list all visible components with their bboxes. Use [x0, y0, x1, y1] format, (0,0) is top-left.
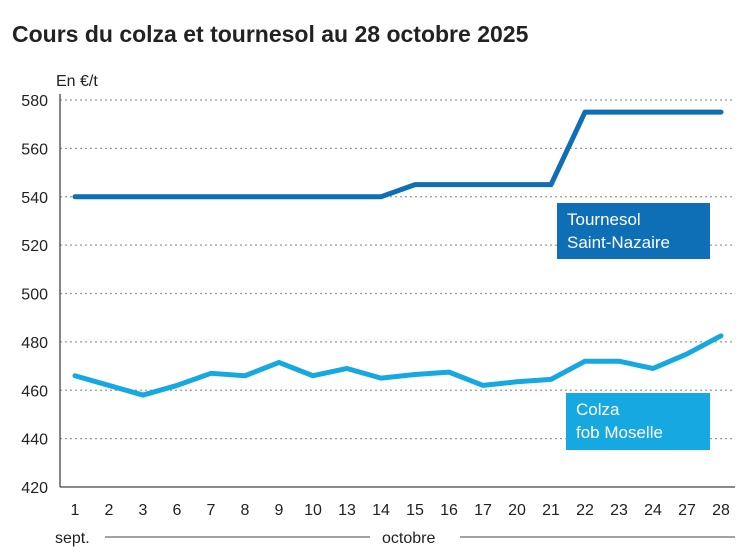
y-tick-label: 500: [21, 287, 48, 304]
x-tick-label: 23: [610, 502, 628, 519]
series-label: Tournesol: [567, 210, 641, 229]
series-line-colza: [72, 333, 724, 398]
x-tick-label: 2: [105, 502, 114, 519]
x-tick-label: 6: [173, 502, 182, 519]
y-tick-label: 440: [21, 432, 48, 449]
x-tick-label: 10: [304, 502, 322, 519]
x-tick-label: 24: [644, 502, 662, 519]
y-tick-label: 580: [21, 93, 48, 110]
x-tick-label: 17: [474, 502, 492, 519]
x-tick-label: 21: [542, 502, 560, 519]
x-tick-label: 28: [712, 502, 730, 519]
y-tick-label: 540: [21, 190, 48, 207]
series-label-box: [566, 393, 710, 450]
x-tick-label: 14: [372, 502, 390, 519]
x-tick-label: 8: [241, 502, 250, 519]
y-tick-label: 480: [21, 335, 48, 352]
series-label-box: [557, 203, 710, 259]
x-tick-label: 27: [678, 502, 696, 519]
x-tick-label: 3: [139, 502, 148, 519]
x-tick-label: 15: [406, 502, 424, 519]
y-tick-label: 560: [21, 141, 48, 158]
series-line-tournesol: [72, 109, 724, 200]
x-tick-label: 9: [275, 502, 284, 519]
series-label: Colza: [576, 400, 620, 419]
month-label-sept: sept.: [55, 530, 90, 547]
y-tick-label: 420: [21, 480, 48, 497]
month-label-octobre: octobre: [382, 530, 435, 547]
series-label: fob Moselle: [576, 423, 663, 442]
y-tick-label: 520: [21, 238, 48, 255]
series-label: Saint-Nazaire: [567, 233, 670, 252]
x-tick-label: 22: [576, 502, 594, 519]
x-tick-label: 20: [508, 502, 526, 519]
x-tick-label: 16: [440, 502, 458, 519]
x-tick-label: 1: [71, 502, 80, 519]
x-tick-label: 7: [207, 502, 216, 519]
y-axis-label: En €/t: [56, 73, 98, 90]
x-tick-label: 13: [338, 502, 356, 519]
y-tick-label: 460: [21, 383, 48, 400]
chart-title: Cours du colza et tournesol au 28 octobr…: [12, 21, 529, 47]
